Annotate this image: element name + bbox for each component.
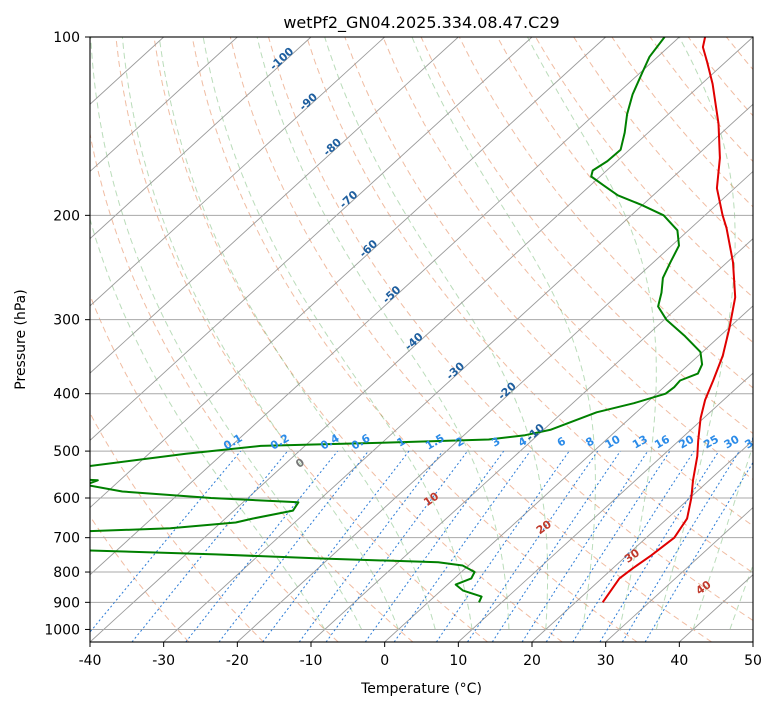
x-tick-label: -20 (226, 653, 249, 669)
y-tick-label: 700 (53, 531, 80, 547)
dry-adiabat (268, 37, 753, 622)
y-tick-label: 1000 (44, 622, 80, 638)
mixing-ratio-line (621, 450, 740, 642)
moist-adiabat (121, 37, 399, 630)
moist-adiabat (158, 37, 436, 630)
isotherm (90, 37, 459, 374)
dry-adiabat (153, 37, 563, 642)
isotherm (90, 37, 680, 576)
dry-adiabat (90, 293, 339, 642)
isotherm (605, 506, 753, 642)
moist-adiabat (692, 444, 753, 630)
isotherm (90, 37, 312, 240)
isotherm (90, 37, 606, 509)
y-tick-label: 500 (53, 444, 80, 460)
isotherm (90, 37, 753, 642)
mixing-ratio-line (185, 450, 338, 642)
mixing-ratio-line (262, 450, 410, 642)
moist-adiabat (411, 37, 596, 630)
isotherm (384, 305, 753, 642)
x-tick-label: 0 (380, 653, 389, 669)
isotherm (163, 103, 753, 642)
isotherm (90, 37, 533, 441)
y-tick-label: 800 (53, 565, 80, 581)
dewpoint-profile (90, 37, 704, 603)
moist-adiabat (202, 37, 473, 630)
mixing-ratio-line (131, 450, 288, 642)
x-tick-label: 40 (670, 653, 688, 669)
dry-adiabat (90, 515, 190, 642)
isotherm (237, 170, 753, 642)
mixing-ratio-label: 36 (742, 432, 762, 451)
y-tick-label: 400 (53, 387, 80, 403)
mixing-ratio-line (435, 450, 570, 642)
isotherm (310, 238, 753, 642)
x-tick-label: -30 (152, 653, 175, 669)
mixing-ratio-line (364, 450, 505, 642)
isotherm (458, 372, 753, 642)
moist-adiabat (526, 37, 657, 630)
x-axis-label: Temperature (°C) (360, 681, 482, 697)
moist-adiabat (655, 37, 736, 630)
isotherm (531, 439, 753, 642)
dry-adiabat (90, 131, 414, 642)
moist-adiabat (256, 37, 510, 630)
x-tick-label: 50 (744, 653, 762, 669)
mixing-ratio-line (644, 461, 753, 642)
dry-adiabat (382, 37, 753, 481)
dry-adiabat (90, 412, 264, 642)
x-tick-label: 30 (597, 653, 615, 669)
x-tick-label: 20 (523, 653, 541, 669)
moist-adiabat (90, 217, 326, 630)
chart-title: wetPf2_GN04.2025.334.08.47.C29 (283, 13, 559, 33)
moist-adiabat (729, 563, 753, 630)
moist-adiabat (90, 37, 363, 630)
x-tick-label: -40 (79, 653, 102, 669)
y-tick-label: 900 (53, 595, 80, 611)
isotherm (90, 37, 238, 173)
mixing-ratio-line (521, 450, 649, 642)
mixing-ratio-line (545, 450, 671, 642)
plot-frame (89, 36, 754, 643)
y-axis-label: Pressure (hPa) (13, 289, 29, 389)
y-tick-label: 100 (53, 30, 80, 46)
moist-adiabat (324, 37, 549, 630)
dry-adiabat (191, 37, 638, 642)
dry-adiabat (306, 37, 753, 574)
mixing-ratio-line (491, 450, 621, 642)
temperature-profile (601, 37, 737, 603)
dry-adiabat (115, 37, 488, 642)
y-tick-label: 300 (53, 313, 80, 329)
isotherm (90, 37, 385, 307)
x-tick-label: 10 (449, 653, 467, 669)
y-tick-label: 200 (53, 208, 80, 224)
mixing-ratio-line (467, 450, 599, 642)
dry-adiabat (496, 37, 753, 344)
x-tick-label: -10 (300, 653, 323, 669)
mixing-ratio-line (599, 450, 720, 642)
mixing-ratio-line (572, 450, 695, 642)
y-tick-label: 600 (53, 491, 80, 507)
